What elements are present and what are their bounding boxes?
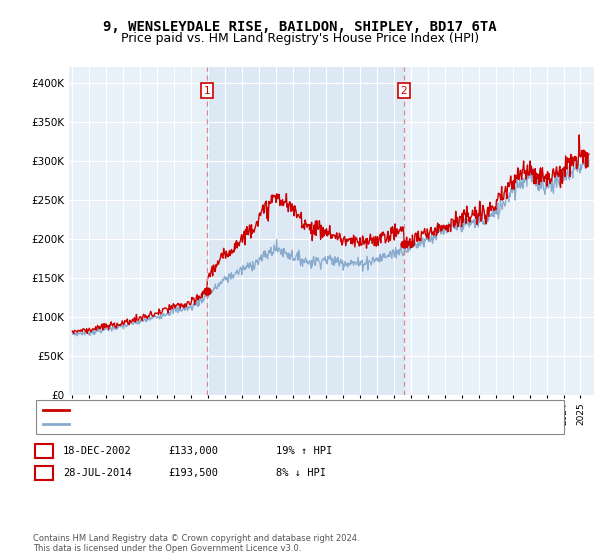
Text: 1: 1 <box>41 446 47 456</box>
Text: 28-JUL-2014: 28-JUL-2014 <box>63 468 132 478</box>
Text: 2: 2 <box>401 86 407 96</box>
Text: 9, WENSLEYDALE RISE, BAILDON, SHIPLEY, BD17 6TA (detached house): 9, WENSLEYDALE RISE, BAILDON, SHIPLEY, B… <box>74 405 450 415</box>
Text: 18-DEC-2002: 18-DEC-2002 <box>63 446 132 456</box>
Text: £133,000: £133,000 <box>168 446 218 456</box>
Text: £193,500: £193,500 <box>168 468 218 478</box>
Bar <box>207 67 404 395</box>
Text: 2: 2 <box>41 468 47 478</box>
Text: 8% ↓ HPI: 8% ↓ HPI <box>276 468 326 478</box>
Text: 19% ↑ HPI: 19% ↑ HPI <box>276 446 332 456</box>
Text: HPI: Average price, detached house, Bradford: HPI: Average price, detached house, Brad… <box>74 419 332 429</box>
Text: Contains HM Land Registry data © Crown copyright and database right 2024.
This d: Contains HM Land Registry data © Crown c… <box>33 534 359 553</box>
Text: Price paid vs. HM Land Registry's House Price Index (HPI): Price paid vs. HM Land Registry's House … <box>121 32 479 45</box>
Text: 1: 1 <box>204 86 211 96</box>
Text: 9, WENSLEYDALE RISE, BAILDON, SHIPLEY, BD17 6TA: 9, WENSLEYDALE RISE, BAILDON, SHIPLEY, B… <box>103 20 497 34</box>
